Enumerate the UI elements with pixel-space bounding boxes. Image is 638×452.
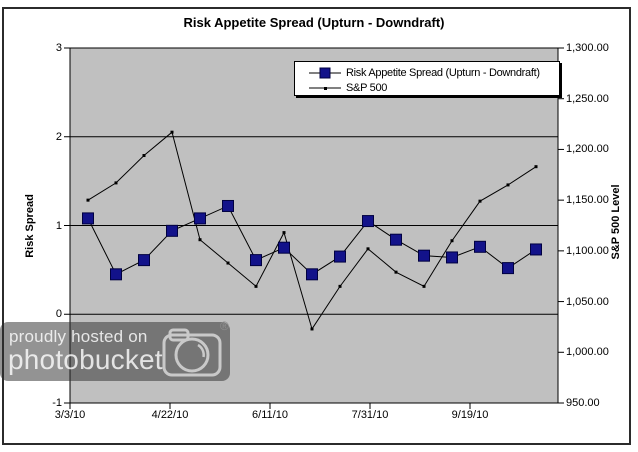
watermark-tagline: proudly hosted on [9,327,148,346]
right-axis-title: S&P 500 Level [610,184,622,260]
x-tick-label: 3/3/10 [54,409,86,421]
y-right-tick-label: 1,250.00 [566,92,609,105]
legend-row-risk-spread: Risk Appetite Spread (Upturn - Downdraft… [309,65,559,80]
y-right-tick-label: 1,000.00 [566,346,609,359]
x-tick-label: 4/22/10 [151,409,189,421]
y-right-tick-label: 1,050.00 [566,295,609,308]
legend-row-sp500: S&P 500 [309,80,559,95]
y-right-tick-label: 1,100.00 [566,244,609,257]
registered-trademark-symbol: ® [220,319,229,333]
y-right-tick-label: 1,300.00 [566,42,609,54]
legend-label-sp500: S&P 500 [346,81,388,94]
navy-square-line-marker-icon [309,67,341,78]
chart-title: Risk Appetite Spread (Upturn - Downdraft… [183,15,445,30]
y-right-tick-label: 950.00 [566,397,600,409]
x-tick-label: 7/31/10 [351,409,389,421]
legend-label-risk-spread: Risk Appetite Spread (Upturn - Downdraft… [346,66,540,79]
thin-line-dot-marker-icon [309,86,341,90]
chart-frame [2,7,631,445]
y-left-tick-label: 2 [55,130,62,143]
x-tick-label: 9/19/10 [451,409,489,421]
y-right-tick-label: 1,200.00 [566,143,609,156]
x-tick-label: 6/11/10 [252,409,288,421]
y-right-tick-label: 1,150.00 [566,194,609,207]
y-left-tick-label: -1 [52,397,62,409]
y-left-tick-label: 1 [55,219,62,232]
watermark-brand: photobucket [8,344,163,375]
y-left-tick-label: 0 [55,308,62,321]
legend: Risk Appetite Spread (Upturn - Downdraft… [294,61,560,96]
left-axis-title: Risk Spread [24,194,36,258]
photobucket-watermark: proudly hosted on photobucket ® [0,319,230,381]
camera-icon [162,328,222,377]
y-left-tick-label: 3 [55,42,62,54]
